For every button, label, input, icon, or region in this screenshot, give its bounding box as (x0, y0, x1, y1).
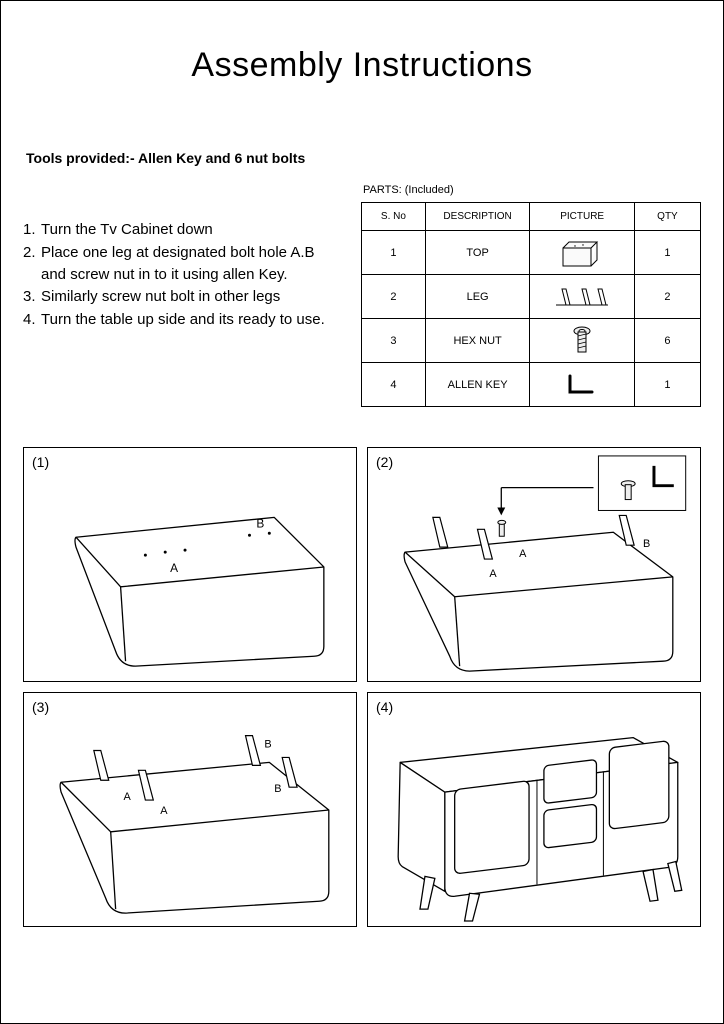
label-a: A (124, 791, 132, 803)
allenkey-icon (562, 370, 602, 400)
cell-pic (530, 363, 635, 407)
col-qty: QTY (634, 203, 700, 231)
table-row: 4 ALLEN KEY 1 (362, 363, 701, 407)
cell-desc: HEX NUT (425, 319, 530, 363)
col-pic: PICTURE (530, 203, 635, 231)
cell-sno: 1 (362, 231, 426, 275)
cell-qty: 1 (634, 231, 700, 275)
cell-pic (530, 319, 635, 363)
parts-table: S. No DESCRIPTION PICTURE QTY 1 TOP 1 2 … (361, 202, 701, 407)
diagram-panel-2: (2) (367, 447, 701, 682)
cell-desc: ALLEN KEY (425, 363, 530, 407)
table-header-row: S. No DESCRIPTION PICTURE QTY (362, 203, 701, 231)
cell-qty: 2 (634, 275, 700, 319)
cell-sno: 2 (362, 275, 426, 319)
tools-provided: Tools provided:- Allen Key and 6 nut bol… (26, 150, 723, 166)
label-b: B (264, 739, 271, 751)
cell-pic (530, 275, 635, 319)
parts-label: PARTS: (Included) (363, 184, 701, 196)
label-b: B (256, 516, 264, 530)
diagram-panel-1: (1) A B (23, 447, 357, 682)
label-b: B (274, 783, 281, 795)
label-b: B (643, 538, 650, 550)
cell-desc: TOP (425, 231, 530, 275)
box-icon (557, 238, 607, 268)
legs-icon (552, 283, 612, 311)
step-text: Similarly screw nut bolt in other legs (41, 286, 280, 308)
cell-qty: 6 (634, 319, 700, 363)
cell-sno: 3 (362, 319, 426, 363)
col-sno: S. No (362, 203, 426, 231)
hexnut-icon (567, 324, 597, 358)
cell-pic (530, 231, 635, 275)
label-a: A (519, 548, 527, 560)
col-desc: DESCRIPTION (425, 203, 530, 231)
diagram-panel-3: (3) A A B B (23, 692, 357, 927)
cell-qty: 1 (634, 363, 700, 407)
instruction-steps: 1.Turn the Tv Cabinet down 2.Place one l… (23, 219, 343, 407)
assembly-diagrams: (1) A B (2) (1, 425, 723, 949)
label-a: A (170, 561, 178, 575)
diagram-panel-4: (4) (367, 692, 701, 927)
step-text: Place one leg at designated bolt hole A.… (41, 242, 343, 286)
cell-sno: 4 (362, 363, 426, 407)
step-text: Turn the table up side and its ready to … (41, 309, 325, 331)
label-a: A (160, 805, 168, 817)
cell-desc: LEG (425, 275, 530, 319)
table-row: 1 TOP 1 (362, 231, 701, 275)
table-row: 2 LEG 2 (362, 275, 701, 319)
label-a: A (489, 568, 497, 580)
table-row: 3 HEX NUT 6 (362, 319, 701, 363)
page-title: Assembly Instructions (1, 46, 723, 85)
step-text: Turn the Tv Cabinet down (41, 219, 213, 241)
